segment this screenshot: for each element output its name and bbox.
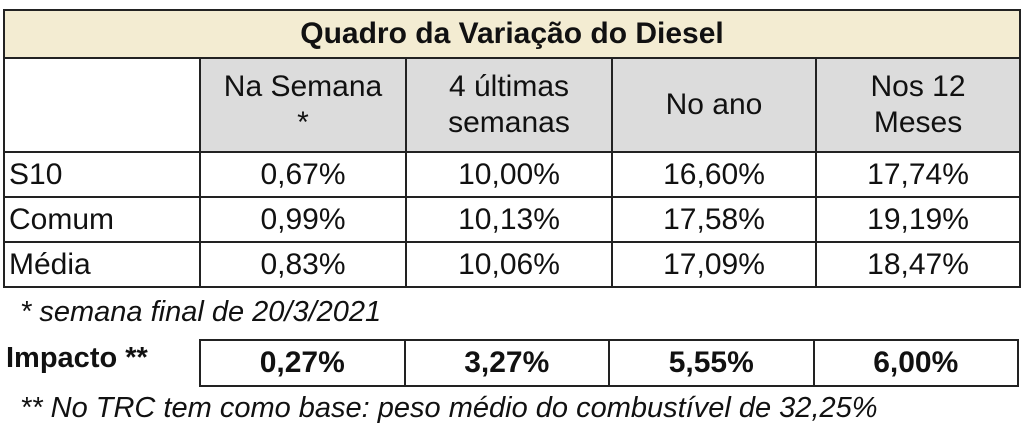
header-line1: No ano [665, 88, 763, 121]
row-label: S10 [3, 151, 201, 198]
cell-value: 17,09% [611, 241, 817, 288]
cell-value: 18,47% [814, 241, 1022, 288]
header-4-ultimas-semanas: 4 últimas semanas [405, 57, 613, 153]
cell-value: 10,13% [405, 196, 613, 243]
header-na-semana: Na Semana * [199, 57, 407, 153]
header-no-ano: No ano [611, 57, 817, 153]
cell-value: 16,60% [611, 151, 817, 198]
header-nos-12-meses: Nos 12 Meses [814, 57, 1022, 153]
table-row-s10: S10 0,67% 10,00% 16,60% 17,74% [3, 151, 1022, 198]
table-row-media: Média 0,83% 10,06% 17,09% 18,47% [3, 241, 1022, 288]
impact-value: 6,00% [812, 339, 1019, 387]
impact-row: 0,27% 3,27% 5,55% 6,00% [199, 339, 1019, 387]
header-line1: 4 últimas [448, 70, 570, 103]
impact-table: 0,27% 3,27% 5,55% 6,00% [199, 339, 1019, 387]
impact-value: 5,55% [608, 339, 815, 387]
cell-value: 0,83% [199, 241, 407, 288]
header-blank-cell [3, 57, 201, 153]
cell-value: 0,67% [199, 151, 407, 198]
header-line2: Meses [873, 106, 963, 139]
header-line1: Na Semana [223, 70, 383, 103]
impact-value: 3,27% [403, 339, 610, 387]
cell-value: 10,06% [405, 241, 613, 288]
cell-value: 0,99% [199, 196, 407, 243]
impact-label: Impacto ** [6, 342, 148, 374]
row-label: Comum [3, 196, 201, 243]
cell-value: 19,19% [814, 196, 1022, 243]
table-row-comum: Comum 0,99% 10,13% 17,58% 19,19% [3, 196, 1022, 243]
cell-value: 17,74% [814, 151, 1022, 198]
header-row: Na Semana * 4 últimas semanas No ano Nos 1… [3, 57, 1022, 153]
impact-value: 0,27% [199, 339, 406, 387]
row-label: Média [3, 241, 201, 288]
cell-value: 10,00% [405, 151, 613, 198]
diesel-variation-table: Quadro da Variação do Diesel Na Semana * … [2, 9, 1022, 288]
week-note: * semana final de 20/3/2021 [20, 296, 382, 328]
header-line2: semanas [448, 106, 570, 139]
table-title: Quadro da Variação do Diesel [2, 9, 1022, 59]
footnote: ** No TRC tem como base: peso médio do c… [20, 392, 878, 424]
header-line1: Nos 12 [870, 70, 966, 103]
cell-value: 17,58% [611, 196, 817, 243]
header-line2: * [297, 106, 309, 139]
